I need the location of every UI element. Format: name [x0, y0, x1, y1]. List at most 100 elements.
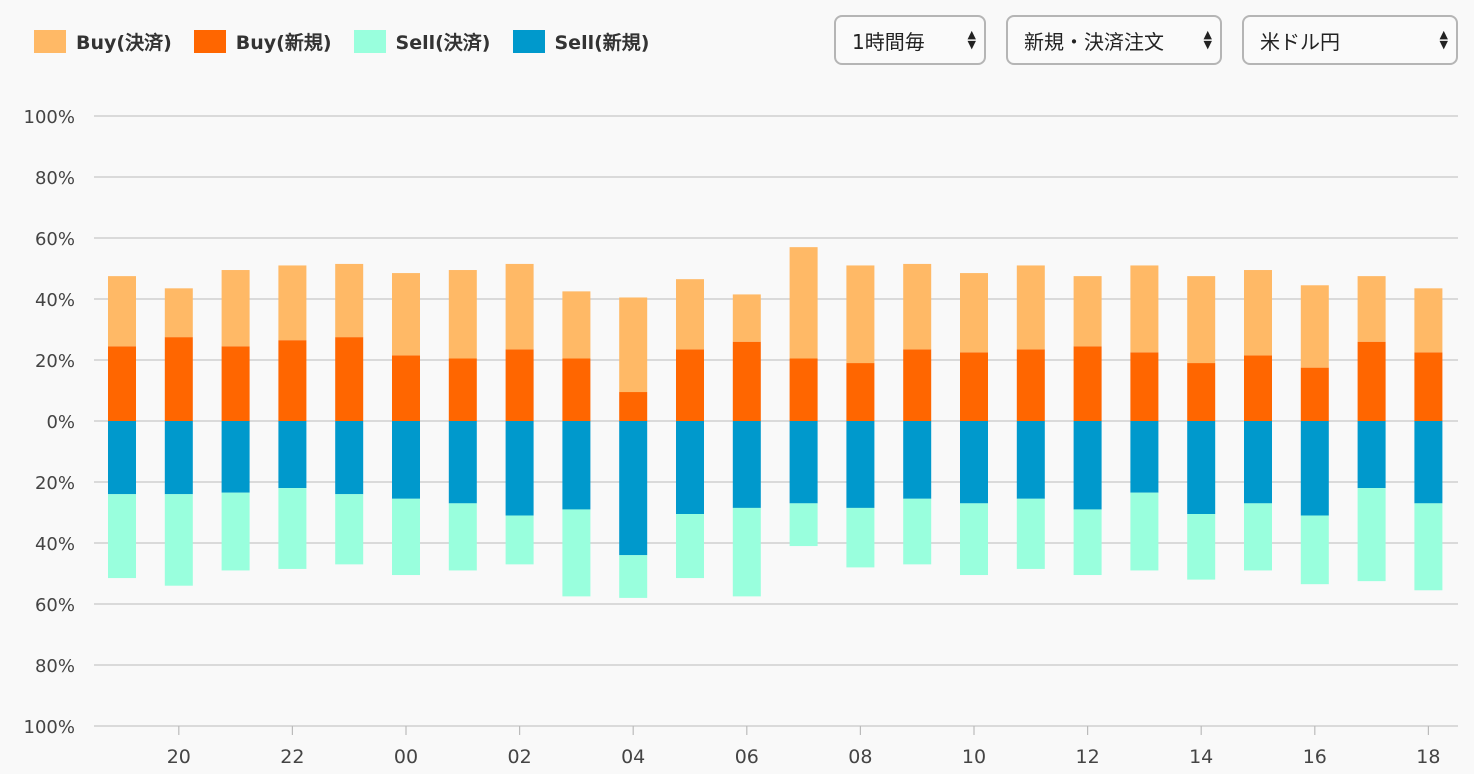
bar-buy-settle	[619, 297, 648, 393]
bar-sell-new	[1244, 421, 1272, 504]
bar-sell-settle	[732, 507, 761, 597]
bar-buy-settle	[732, 294, 761, 342]
legend-item-buy-settle: Buy(決済)	[34, 28, 172, 55]
bar-buy-new	[1414, 352, 1443, 421]
bar-buy-new	[846, 363, 875, 421]
x-tick-label: 04	[621, 746, 645, 768]
bar-sell-settle	[1130, 492, 1159, 571]
x-tick-label: 02	[508, 746, 532, 768]
bar-buy-new	[619, 392, 648, 421]
y-tick-label: 20%	[35, 351, 75, 372]
bar-sell-settle	[1300, 515, 1329, 585]
legend-item-sell-new: Sell(新規)	[512, 28, 650, 55]
updown-arrows-icon: ▲ ▼	[1203, 28, 1212, 51]
bar-buy-settle	[1187, 276, 1216, 364]
x-tick-label: 08	[848, 746, 872, 768]
bar-sell-new	[789, 421, 818, 504]
bar-sell-settle	[1244, 503, 1272, 571]
bar-buy-new	[960, 352, 988, 421]
updown-arrows-icon: ▲ ▼	[967, 28, 976, 51]
x-tick-label: 14	[1189, 746, 1213, 768]
bar-buy-new	[1187, 363, 1216, 421]
bar-buy-settle	[164, 288, 193, 338]
bar-buy-new	[903, 349, 932, 421]
bar-buy-new	[448, 358, 477, 421]
bar-buy-settle	[1300, 285, 1329, 368]
y-tick-label: 40%	[35, 534, 75, 555]
bar-sell-settle	[903, 498, 932, 565]
bar-buy-settle	[903, 263, 932, 350]
y-tick-label: 60%	[35, 595, 75, 616]
bar-sell-settle	[562, 509, 591, 597]
y-tick-label: 20%	[35, 473, 75, 494]
bar-sell-new	[1414, 421, 1443, 504]
chart-gridlines	[94, 115, 1458, 727]
bar-sell-settle	[448, 503, 477, 571]
bar-buy-new	[1073, 346, 1102, 421]
bar-buy-settle	[108, 276, 136, 347]
x-tick-label: 00	[394, 746, 418, 768]
bar-buy-new	[392, 355, 420, 421]
bar-sell-settle	[1016, 498, 1045, 569]
bar-sell-new	[1016, 421, 1045, 499]
bar-sell-new	[448, 421, 477, 504]
bar-sell-settle	[335, 494, 364, 565]
bar-sell-new	[846, 421, 875, 508]
bar-buy-settle	[562, 291, 591, 359]
bar-sell-settle	[676, 514, 704, 579]
bar-sell-new	[732, 421, 761, 508]
legend-item-buy-new: Buy(新規)	[193, 28, 332, 55]
bar-sell-settle	[1414, 503, 1443, 591]
bar-buy-new	[562, 358, 591, 421]
interval-select-value: 1時間毎	[852, 29, 925, 54]
bar-buy-new	[221, 346, 250, 421]
x-tick-label: 18	[1416, 746, 1440, 768]
y-tick-label: 100%	[24, 717, 75, 738]
legend: Buy(決済) Buy(新規) Sell(決済) Sell(新規)	[34, 28, 671, 55]
bar-buy-settle	[676, 279, 704, 350]
bar-buy-new	[108, 346, 136, 421]
legend-label: Buy(決済)	[76, 32, 172, 54]
bar-sell-settle	[789, 503, 818, 547]
legend-label: Sell(決済)	[395, 32, 491, 54]
bar-buy-settle	[846, 265, 875, 364]
bar-buy-new	[789, 358, 818, 421]
bar-sell-new	[1300, 421, 1329, 516]
bar-sell-new	[164, 421, 193, 495]
bar-sell-settle	[1357, 488, 1386, 582]
bar-sell-new	[1073, 421, 1102, 510]
bar-buy-settle	[278, 265, 307, 341]
y-tick-label: 0%	[46, 412, 75, 433]
bar-buy-new	[1357, 341, 1386, 421]
interval-select[interactable]: 1時間毎 ▲ ▼	[834, 15, 986, 65]
bar-sell-new	[221, 421, 250, 493]
bar-buy-settle	[1016, 265, 1045, 350]
order-type-select[interactable]: 新規・決済注文 ▲ ▼	[1006, 15, 1222, 65]
legend-swatch-sell-settle	[353, 30, 386, 53]
bar-buy-new	[1016, 349, 1045, 421]
y-tick-label: 80%	[35, 656, 75, 677]
bar-sell-settle	[221, 492, 250, 571]
chart-bars	[108, 247, 1443, 598]
y-tick-label: 100%	[24, 107, 75, 128]
x-tick-label: 16	[1303, 746, 1327, 768]
updown-arrows-icon: ▲ ▼	[1439, 28, 1448, 51]
bar-sell-new	[1357, 421, 1386, 489]
legend-label: Sell(新規)	[554, 32, 650, 54]
x-tick-label: 10	[962, 746, 986, 768]
bar-sell-new	[903, 421, 932, 499]
x-tick-label: 12	[1076, 746, 1100, 768]
bar-buy-settle	[335, 263, 364, 338]
bar-buy-new	[732, 341, 761, 421]
bar-sell-new	[960, 421, 988, 504]
bar-sell-settle	[1073, 509, 1102, 576]
bar-buy-settle	[960, 273, 988, 353]
bar-buy-settle	[1073, 276, 1102, 347]
currency-pair-select-value: 米ドル円	[1260, 29, 1340, 54]
y-tick-label: 80%	[35, 168, 75, 189]
bar-buy-settle	[1130, 265, 1159, 353]
chart-x-axis: 20 22 00 02 04 06 08 10 12 14 16 18	[167, 726, 1440, 768]
legend-swatch-sell-new	[512, 30, 545, 53]
currency-pair-select[interactable]: 米ドル円 ▲ ▼	[1242, 15, 1458, 65]
